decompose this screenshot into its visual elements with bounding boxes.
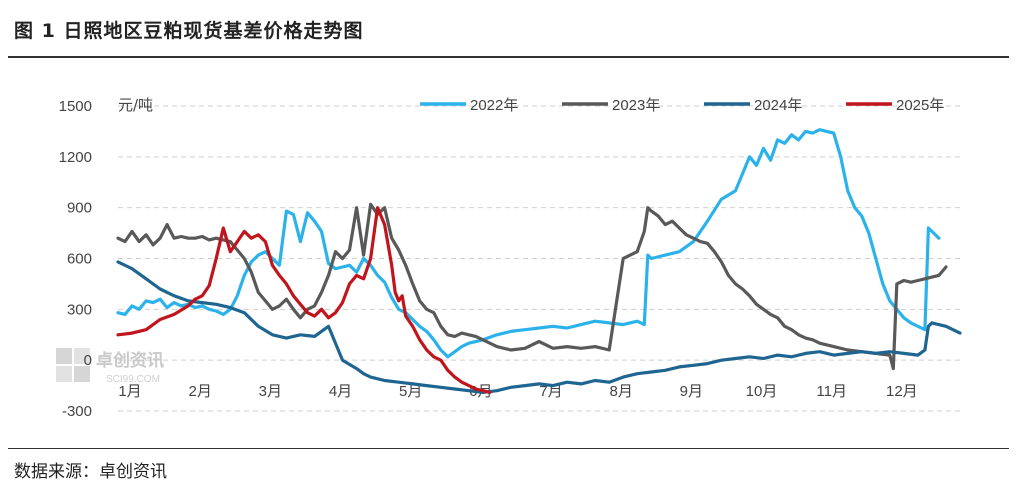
watermark-logo-icon-4 (74, 366, 90, 382)
y-axis-unit: 元/吨 (118, 96, 153, 114)
x-tick-label: 9月 (680, 383, 703, 400)
series-line-3 (116, 260, 962, 394)
x-tick-label: 11月 (816, 383, 847, 400)
legend-label: 2023年 (612, 97, 660, 114)
watermark-logo-icon-2 (74, 348, 90, 364)
y-tick-label: 900 (67, 200, 92, 217)
page-title: 图 1 日照地区豆粕现货基差价格走势图 (14, 20, 364, 42)
watermark-url: SCI99.COM (106, 374, 160, 385)
watermark: 卓创资讯 SCI99.COM (56, 348, 164, 385)
series-line-1 (116, 128, 941, 359)
x-tick-label: 5月 (399, 383, 422, 400)
x-tick-label: 12月 (886, 383, 918, 400)
y-axis-ticks: -300 0 300 600 900 1200 1500 (59, 98, 92, 420)
data-source: 数据来源：卓创资讯 (14, 462, 167, 482)
x-tick-label: 7月 (539, 383, 562, 400)
y-tick-label: -300 (62, 403, 92, 420)
y-tick-label: 600 (67, 251, 92, 268)
legend-label: 2024年 (754, 97, 802, 114)
x-tick-label: 2月 (188, 383, 211, 400)
series-line-2 (116, 202, 948, 371)
watermark-logo-icon (56, 348, 72, 364)
legend-label: 2025年 (896, 97, 944, 114)
y-tick-label: 0 (84, 352, 92, 369)
footer-divider (8, 448, 1009, 449)
y-tick-label: 300 (67, 301, 92, 318)
series-lines (116, 128, 962, 394)
x-tick-label: 3月 (259, 383, 282, 400)
watermark-text: 卓创资讯 (96, 350, 164, 371)
x-tick-label: 8月 (609, 383, 632, 400)
title-divider (8, 56, 1009, 58)
basis-price-chart: 卓创资讯 SCI99.COM -300 0 300 600 900 1200 1500 1月… (56, 96, 962, 420)
x-tick-label: 4月 (329, 383, 352, 400)
y-tick-label: 1500 (59, 98, 92, 115)
x-tick-label: 10月 (746, 383, 778, 400)
series-line-4 (116, 206, 492, 394)
y-tick-label: 1200 (59, 149, 92, 166)
watermark-logo-icon-3 (56, 366, 72, 382)
legend-label: 2022年 (470, 97, 518, 114)
legend: 2022年 2023年 2024年 2025年 (420, 97, 944, 114)
x-tick-label: 1月 (118, 383, 141, 400)
